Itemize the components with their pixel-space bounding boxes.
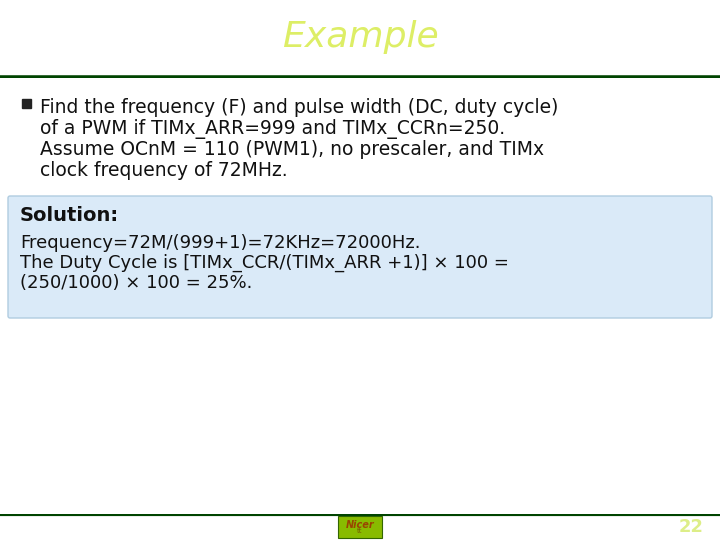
Text: Nicer: Nicer — [346, 520, 374, 530]
Text: (250/1000) × 100 = 25%.: (250/1000) × 100 = 25%. — [20, 274, 253, 292]
FancyBboxPatch shape — [338, 516, 382, 538]
Text: Assume OCnM = 110 (PWM1), no prescaler, and TIMx: Assume OCnM = 110 (PWM1), no prescaler, … — [40, 140, 544, 159]
Text: The Duty Cycle is [TIMx_CCR/(TIMx_ARR +1)] × 100 =: The Duty Cycle is [TIMx_CCR/(TIMx_ARR +1… — [20, 254, 509, 272]
Text: Example: Example — [282, 21, 438, 55]
Text: tt: tt — [357, 528, 363, 534]
FancyBboxPatch shape — [8, 196, 712, 318]
Text: Find the frequency (F) and pulse width (DC, duty cycle): Find the frequency (F) and pulse width (… — [40, 98, 559, 117]
Text: 22: 22 — [679, 518, 704, 536]
Text: of a PWM if TIMx_ARR=999 and TIMx_CCRn=250.: of a PWM if TIMx_ARR=999 and TIMx_CCRn=2… — [40, 119, 505, 139]
Bar — [22, 99, 31, 108]
Text: clock frequency of 72MHz.: clock frequency of 72MHz. — [40, 161, 287, 180]
Text: Solution:: Solution: — [20, 206, 119, 225]
Text: Frequency=72M/(999+1)=72KHz=72000Hz.: Frequency=72M/(999+1)=72KHz=72000Hz. — [20, 234, 420, 252]
